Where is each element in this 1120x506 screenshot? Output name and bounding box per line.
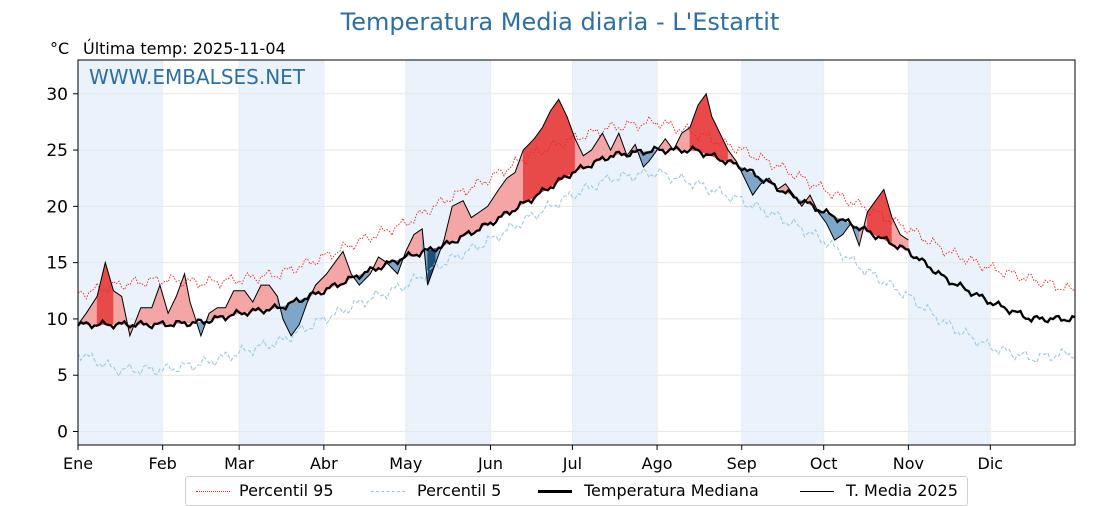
x-tick-label: Ene xyxy=(63,454,93,473)
plot-frame xyxy=(77,59,1076,446)
x-tick-label: Oct xyxy=(810,454,838,473)
x-tick-label: Dic xyxy=(978,454,1004,473)
month-band xyxy=(239,60,324,445)
legend-label-p5: Percentil 5 xyxy=(417,481,502,500)
legend-swatch-mean xyxy=(800,491,834,492)
series-p5-line xyxy=(77,166,1076,378)
month-band xyxy=(572,60,658,445)
x-tick-label: Mar xyxy=(224,454,255,473)
anomaly-above xyxy=(260,284,270,311)
y-tick-label: 5 xyxy=(57,366,68,386)
x-tick-label: Jun xyxy=(477,454,503,473)
watermark: WWW.EMBALSES.NET xyxy=(89,65,306,89)
series-mean-2025-line xyxy=(77,92,909,338)
x-tick-label: Sep xyxy=(727,454,757,473)
x-tick-label: Feb xyxy=(149,454,177,473)
x-tick-label: Ago xyxy=(642,454,673,473)
legend-label-median: Temperatura Mediana xyxy=(584,481,759,500)
anomaly-above xyxy=(883,189,893,244)
x-tick-label: Abr xyxy=(310,454,338,473)
legend-swatch-p5 xyxy=(371,491,405,492)
y-tick-label: 20 xyxy=(46,197,68,217)
y-tick-label: 25 xyxy=(46,141,68,161)
legend-label-p95: Percentil 95 xyxy=(239,481,334,500)
x-tick-label: Nov xyxy=(893,454,924,473)
anomaly-above xyxy=(514,149,524,210)
legend-swatch-p95 xyxy=(196,491,230,492)
anomaly-above xyxy=(875,188,885,240)
legend: Percentil 95 Percentil 5 Temperatura Med… xyxy=(185,476,968,506)
month-band xyxy=(741,60,824,445)
legend-swatch-median xyxy=(538,490,572,493)
legend-label-mean: T. Media 2025 xyxy=(846,481,958,500)
y-tick-label: 0 xyxy=(57,422,68,442)
y-tick-label: 15 xyxy=(46,254,68,274)
anomaly-above xyxy=(542,110,551,193)
anomaly-above xyxy=(506,172,516,215)
y-unit-label: °C xyxy=(50,39,70,58)
anomaly-above xyxy=(711,116,721,160)
series-median-line xyxy=(77,144,1076,331)
month-band xyxy=(78,60,163,445)
series-p95-line xyxy=(77,115,1076,300)
anomaly-above xyxy=(558,99,568,182)
x-tick-label: May xyxy=(389,454,422,473)
last-temp-label: Última temp: 2025-11-04 xyxy=(83,39,286,58)
anomaly-above xyxy=(550,98,559,188)
anomaly-above xyxy=(176,273,185,325)
anomaly-above xyxy=(225,290,234,317)
x-tick-label: Jul xyxy=(562,454,582,473)
month-band xyxy=(908,60,991,445)
chart-title: Temperatura Media diaria - L'Estartit xyxy=(340,8,780,36)
anomaly-above xyxy=(689,104,699,152)
y-tick-label: 10 xyxy=(46,310,68,330)
y-tick-label: 30 xyxy=(46,85,68,105)
